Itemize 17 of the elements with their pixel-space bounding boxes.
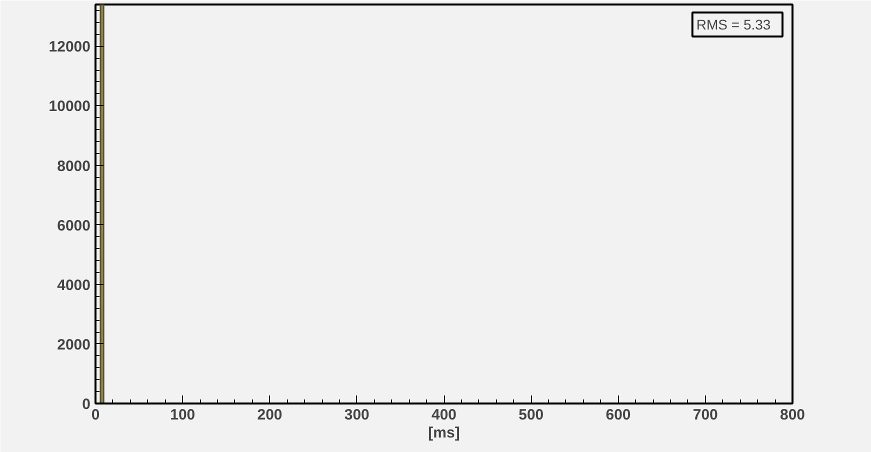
x-tick-label: 100 bbox=[170, 406, 196, 424]
x-tick-label: 300 bbox=[344, 406, 370, 424]
x-tick-label: 700 bbox=[692, 406, 718, 424]
y-tick-label: 8000 bbox=[57, 158, 91, 175]
y-tick-label: 6000 bbox=[57, 217, 91, 234]
x-tick-label: 800 bbox=[780, 406, 806, 424]
annotation: RMS = 5.33 bbox=[696, 16, 771, 32]
y-tick-label: 10000 bbox=[48, 98, 91, 116]
y-tick-label: 0 bbox=[82, 396, 90, 413]
x-tick-label: 400 bbox=[431, 406, 457, 424]
y-tick-label: 4000 bbox=[57, 276, 91, 294]
y-tick-label: 12000 bbox=[48, 38, 91, 56]
x-tick-label: 500 bbox=[518, 406, 544, 424]
x-tick-label: 600 bbox=[606, 406, 631, 424]
x-tick-label: 200 bbox=[257, 406, 282, 424]
x-axis-title: [ms] bbox=[428, 424, 460, 442]
y-tick-label: 2000 bbox=[57, 336, 91, 354]
